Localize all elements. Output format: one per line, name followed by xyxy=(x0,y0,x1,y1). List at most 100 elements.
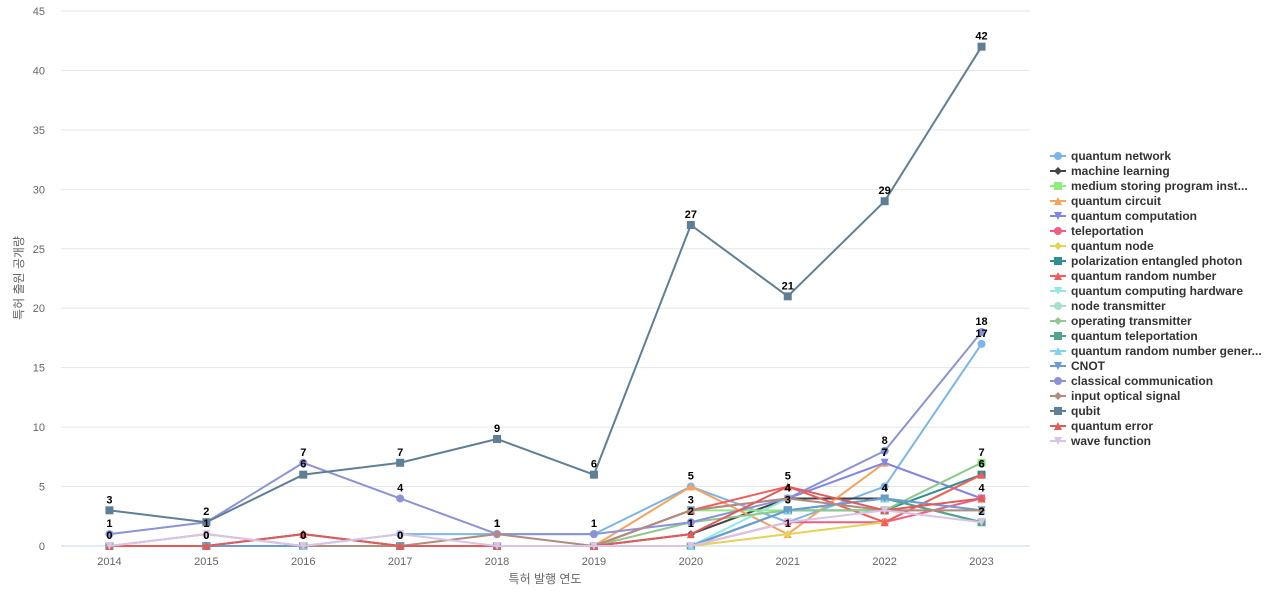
series-qubit xyxy=(105,42,986,527)
data-label: 8 xyxy=(882,435,888,447)
legend-label: qubit xyxy=(1071,404,1100,418)
legend-item-quantum-teleportation[interactable]: quantum teleportation xyxy=(1050,329,1198,343)
data-point xyxy=(396,542,405,550)
series-line-qubit xyxy=(109,46,983,524)
legend-marker-icon xyxy=(1054,377,1062,385)
data-point xyxy=(977,42,986,51)
legend-item-medium-storing-program-inst[interactable]: medium storing program inst... xyxy=(1050,179,1248,193)
legend-item-qubit[interactable]: qubit xyxy=(1050,404,1100,418)
data-label: 6 xyxy=(300,459,306,471)
data-label: 18 xyxy=(975,316,987,328)
data-label: 27 xyxy=(685,209,697,221)
y-axis-title: 특허 출원 공개량 xyxy=(12,236,26,320)
data-label: 21 xyxy=(782,280,794,292)
data-label: 1 xyxy=(688,518,694,530)
legend-marker-icon xyxy=(1054,317,1062,325)
x-tick-label: 2020 xyxy=(679,556,703,568)
legend-marker-icon xyxy=(1054,347,1062,355)
legend-label: quantum teleportation xyxy=(1071,329,1198,343)
series-line-quantum-error xyxy=(109,485,982,547)
legend-item-classical-communication[interactable]: classical communication xyxy=(1050,374,1213,388)
legend-marker-icon xyxy=(1054,287,1062,295)
legend-item-quantum-computing-hardware[interactable]: quantum computing hardware xyxy=(1050,284,1243,298)
x-tick-label: 2018 xyxy=(485,556,509,568)
legend-item-quantum-node[interactable]: quantum node xyxy=(1050,239,1154,253)
x-tick-label: 2014 xyxy=(97,556,121,568)
data-point xyxy=(880,482,889,491)
data-label: 9 xyxy=(494,423,500,435)
legend-item-quantum-network[interactable]: quantum network xyxy=(1050,149,1171,163)
data-point xyxy=(493,542,502,550)
legend-item-quantum-error[interactable]: quantum error xyxy=(1050,419,1153,433)
series-quantum-circuit xyxy=(105,458,986,550)
data-label: 4 xyxy=(882,482,889,494)
legend-item-machine-learning[interactable]: machine learning xyxy=(1050,164,1170,178)
data-point xyxy=(493,530,502,539)
legend-item-cnot[interactable]: CNOT xyxy=(1050,359,1106,373)
data-point xyxy=(396,530,405,539)
y-tick-label: 5 xyxy=(39,482,45,494)
data-point xyxy=(202,542,211,550)
legend-item-quantum-circuit[interactable]: quantum circuit xyxy=(1050,194,1161,208)
data-label: 5 xyxy=(688,471,694,483)
data-point xyxy=(783,494,792,503)
legend-item-quantum-random-number-gener[interactable]: quantum random number gener... xyxy=(1050,344,1262,358)
legend-item-node-transmitter[interactable]: node transmitter xyxy=(1050,299,1166,313)
data-label: 7 xyxy=(300,447,306,459)
legend-marker-icon xyxy=(1054,197,1062,205)
data-label: 7 xyxy=(882,447,888,459)
legend-label: CNOT xyxy=(1071,359,1106,373)
data-point xyxy=(783,482,792,491)
legend-label: quantum random number gener... xyxy=(1071,344,1262,358)
legend-marker-icon xyxy=(1054,212,1062,220)
data-point xyxy=(783,506,792,515)
data-point xyxy=(686,506,695,515)
legend-label: input optical signal xyxy=(1071,389,1180,403)
data-label: 1 xyxy=(106,518,112,530)
data-point xyxy=(977,494,986,503)
data-label: 4 xyxy=(785,482,792,494)
data-point xyxy=(105,530,114,539)
legend-item-input-optical-signal[interactable]: input optical signal xyxy=(1050,389,1180,403)
data-label: 29 xyxy=(879,185,891,197)
data-point xyxy=(686,221,695,229)
series-line-wave-function xyxy=(109,509,982,547)
data-label: 6 xyxy=(978,459,984,471)
data-label: 0 xyxy=(106,530,112,542)
data-label: 0 xyxy=(203,530,209,542)
x-tick-label: 2015 xyxy=(194,556,218,568)
data-label: 1 xyxy=(494,518,500,530)
data-label: 4 xyxy=(785,482,792,494)
data-point xyxy=(880,458,889,467)
data-point xyxy=(299,530,308,539)
series-quantum-computation xyxy=(105,458,986,550)
data-point xyxy=(783,518,792,527)
data-label: 7 xyxy=(978,447,984,459)
legend-item-polarization-entangled-photon[interactable]: polarization entangled photon xyxy=(1050,254,1242,268)
legend-label: polarization entangled photon xyxy=(1071,254,1242,268)
data-point xyxy=(977,470,986,479)
legend-item-quantum-computation[interactable]: quantum computation xyxy=(1050,209,1197,223)
data-label: 5 xyxy=(785,471,791,483)
data-label: 17 xyxy=(975,328,987,340)
legend-item-wave-function[interactable]: wave function xyxy=(1050,434,1151,448)
legend-item-quantum-random-number[interactable]: quantum random number xyxy=(1050,269,1217,283)
series-medium-storing-program-inst xyxy=(105,458,986,550)
legend-label: quantum network xyxy=(1071,149,1171,163)
data-point xyxy=(396,494,405,503)
legend-label: wave function xyxy=(1070,434,1151,448)
legend-item-teleportation[interactable]: teleportation xyxy=(1050,224,1144,238)
y-tick-label: 40 xyxy=(33,65,45,77)
data-label: 1 xyxy=(591,518,597,530)
data-point xyxy=(977,518,986,527)
data-label: 0 xyxy=(300,530,306,542)
legend-marker-icon xyxy=(1054,167,1062,175)
y-tick-label: 20 xyxy=(33,303,45,315)
legend-marker-icon xyxy=(1054,182,1062,190)
legend-item-operating-transmitter[interactable]: operating transmitter xyxy=(1050,314,1192,328)
legend-label: machine learning xyxy=(1071,164,1170,178)
data-point xyxy=(880,197,889,206)
legend-marker-icon xyxy=(1054,227,1062,235)
